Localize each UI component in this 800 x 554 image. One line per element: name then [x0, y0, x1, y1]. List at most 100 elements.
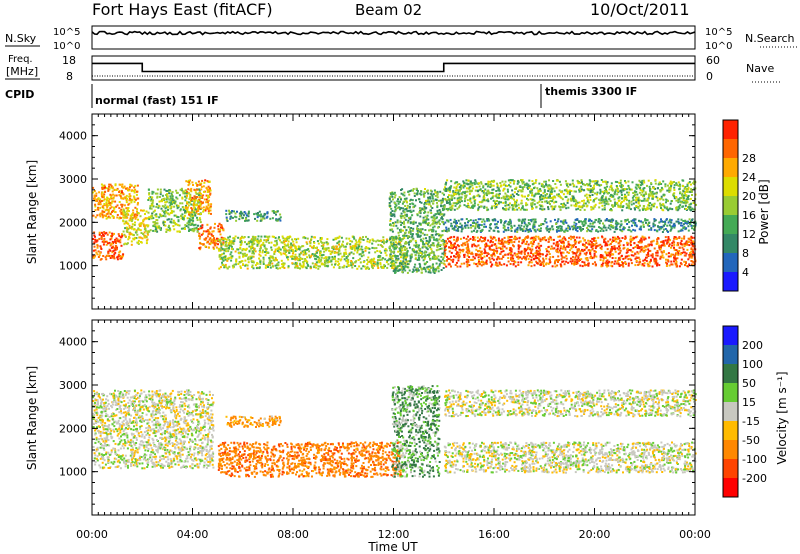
- data-cell: [597, 244, 600, 247]
- data-cell: [351, 261, 353, 264]
- data-cell: [204, 179, 207, 182]
- data-cell: [400, 192, 403, 195]
- data-cell: [146, 217, 149, 220]
- data-cell: [242, 214, 245, 217]
- data-cell: [371, 267, 374, 270]
- data-cell: [418, 235, 421, 238]
- data-cell: [277, 246, 280, 249]
- data-cell: [409, 230, 412, 233]
- data-cell: [693, 180, 696, 183]
- data-cell: [156, 192, 159, 195]
- data-cell: [681, 193, 684, 196]
- data-cell: [560, 254, 563, 257]
- data-cell: [323, 247, 326, 250]
- data-cell: [665, 242, 668, 245]
- data-cell: [271, 262, 274, 265]
- data-cell: [98, 203, 101, 206]
- data-cell: [149, 229, 152, 232]
- data-cell: [403, 211, 406, 214]
- data-cell: [166, 212, 169, 215]
- data-cell: [200, 182, 203, 185]
- data-cell: [667, 241, 670, 244]
- data-cell: [98, 237, 101, 240]
- data-cell: [393, 248, 396, 251]
- data-cell: [338, 249, 341, 252]
- data-cell: [377, 254, 380, 257]
- data-cell: [402, 210, 405, 213]
- data-cell: [377, 267, 380, 269]
- data-cell: [389, 258, 392, 261]
- data-cell: [225, 218, 228, 221]
- data-cell: [506, 188, 509, 191]
- data-cell: [471, 243, 474, 246]
- data-cell: [538, 260, 541, 263]
- data-cell: [673, 248, 676, 251]
- data-cell: [186, 201, 189, 204]
- data-cell: [649, 259, 652, 262]
- data-cell: [215, 239, 218, 242]
- data-cell: [222, 242, 225, 245]
- data-cell: [484, 245, 487, 248]
- data-cell: [434, 194, 437, 197]
- data-cell: [98, 213, 101, 216]
- data-cell: [186, 194, 188, 197]
- data-cell: [187, 220, 190, 223]
- data-cell: [620, 202, 622, 205]
- data-cell: [695, 203, 697, 206]
- data-cell: [389, 255, 392, 258]
- data-cell: [266, 264, 269, 267]
- data-cell: [124, 220, 127, 223]
- data-cell: [134, 237, 137, 240]
- data-cell: [421, 232, 424, 235]
- data-cell: [372, 260, 375, 263]
- data-cell: [402, 237, 405, 240]
- data-cell: [399, 200, 401, 203]
- data-cell: [649, 249, 652, 252]
- data-cell: [627, 254, 630, 257]
- data-cell: [255, 267, 258, 270]
- data-cell: [143, 228, 146, 231]
- data-cell: [115, 237, 118, 240]
- data-cell: [190, 187, 193, 190]
- station-title: Fort Hays East (fitACF): [92, 0, 273, 19]
- data-cell: [152, 221, 155, 224]
- data-cell: [199, 193, 202, 195]
- data-cell: [492, 179, 495, 182]
- data-cell: [146, 224, 149, 227]
- data-cell: [219, 233, 222, 236]
- data-cell: [687, 237, 690, 240]
- data-cell: [309, 267, 312, 270]
- data-cell: [151, 212, 154, 215]
- data-cell: [412, 220, 415, 223]
- data-cell: [526, 255, 529, 258]
- data-cell: [253, 247, 255, 250]
- data-cell: [137, 197, 140, 200]
- data-cell: [687, 258, 690, 261]
- data-cell: [666, 241, 669, 244]
- data-cell: [447, 187, 450, 190]
- data-cell: [273, 212, 276, 214]
- data-cell: [120, 256, 123, 259]
- data-cell: [123, 243, 126, 246]
- data-cell: [119, 236, 122, 239]
- data-cell: [306, 263, 309, 266]
- data-cell: [424, 215, 427, 218]
- data-cell: [306, 242, 309, 245]
- data-cell: [310, 239, 312, 242]
- data-cell: [563, 245, 565, 248]
- data-cell: [208, 238, 211, 241]
- data-cell: [458, 248, 461, 251]
- data-cell: [198, 237, 201, 240]
- data-cell: [485, 261, 488, 264]
- data-cell: [432, 193, 435, 196]
- data-cell: [266, 212, 269, 215]
- data-cell: [394, 243, 397, 246]
- data-cell: [384, 251, 387, 254]
- data-cell: [400, 198, 402, 201]
- data-cell: [170, 207, 173, 210]
- data-cell: [133, 238, 136, 241]
- data-cell: [473, 202, 476, 205]
- data-cell: [98, 254, 101, 257]
- data-cell: [688, 238, 691, 241]
- data-cell: [227, 250, 230, 253]
